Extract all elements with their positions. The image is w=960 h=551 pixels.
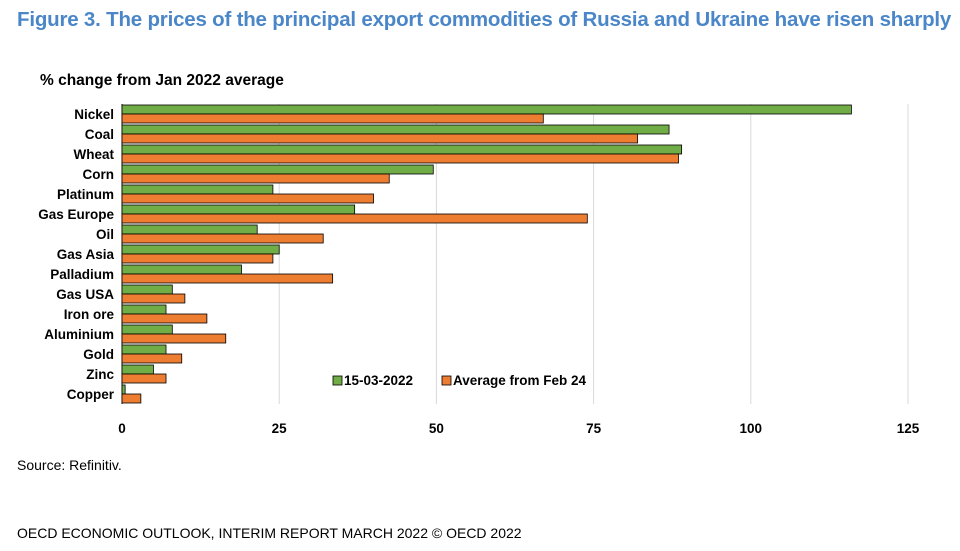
bar (121, 153, 679, 164)
bar (121, 333, 227, 344)
bar (121, 353, 183, 364)
bar (121, 224, 258, 235)
bar (121, 273, 334, 284)
x-tick-label: 0 (118, 421, 126, 436)
bar (121, 233, 324, 244)
category-label: Gold (83, 347, 114, 362)
bar (121, 324, 173, 335)
category-label: Iron ore (64, 307, 115, 322)
x-tick-label: 125 (897, 421, 920, 436)
legend-label: Average from Feb 24 (453, 373, 587, 388)
bar (121, 364, 154, 375)
category-label: Gas Europe (38, 207, 114, 222)
category-label: Zinc (86, 367, 114, 382)
legend-swatch (332, 375, 343, 386)
x-tick-label: 75 (586, 421, 602, 436)
legend-label: 15-03-2022 (344, 373, 413, 388)
bar (121, 124, 670, 135)
category-label: Oil (96, 227, 114, 242)
bar (121, 113, 544, 124)
x-tick-label: 100 (740, 421, 763, 436)
bar (121, 384, 126, 395)
chart-title: Figure 3. The prices of the principal ex… (17, 8, 952, 31)
category-label: Corn (83, 167, 115, 182)
bar (121, 164, 434, 175)
source-note: Source: Refinitiv. (17, 457, 122, 473)
bar (121, 104, 852, 115)
category-label: Aluminium (44, 327, 114, 342)
bar (121, 313, 208, 324)
bar (121, 213, 588, 224)
x-tick-label: 25 (272, 421, 288, 436)
bar (121, 184, 274, 195)
x-tick-label: 50 (429, 421, 444, 436)
bar (121, 293, 186, 304)
category-label: Nickel (74, 107, 114, 122)
bar (121, 204, 356, 215)
bar (121, 253, 274, 264)
legend-swatch (441, 375, 452, 386)
category-label: Platinum (57, 187, 114, 202)
axis-label: % change from Jan 2022 average (40, 72, 284, 89)
bar (121, 193, 374, 204)
publication-footer: OECD ECONOMIC OUTLOOK, INTERIM REPORT MA… (17, 525, 522, 541)
bar (121, 264, 242, 275)
bar (121, 393, 142, 404)
category-label: Wheat (74, 147, 115, 162)
bar (121, 133, 639, 144)
category-label: Palladium (50, 267, 114, 282)
bar (121, 344, 167, 355)
bar (121, 173, 390, 184)
category-label: Gas Asia (57, 247, 115, 262)
category-label: Gas USA (56, 287, 114, 302)
bar (121, 304, 167, 315)
category-label: Coal (85, 127, 114, 142)
bar (121, 144, 683, 155)
category-label: Copper (67, 387, 115, 402)
bar (121, 284, 173, 295)
bar (121, 244, 280, 255)
bar (121, 373, 167, 384)
